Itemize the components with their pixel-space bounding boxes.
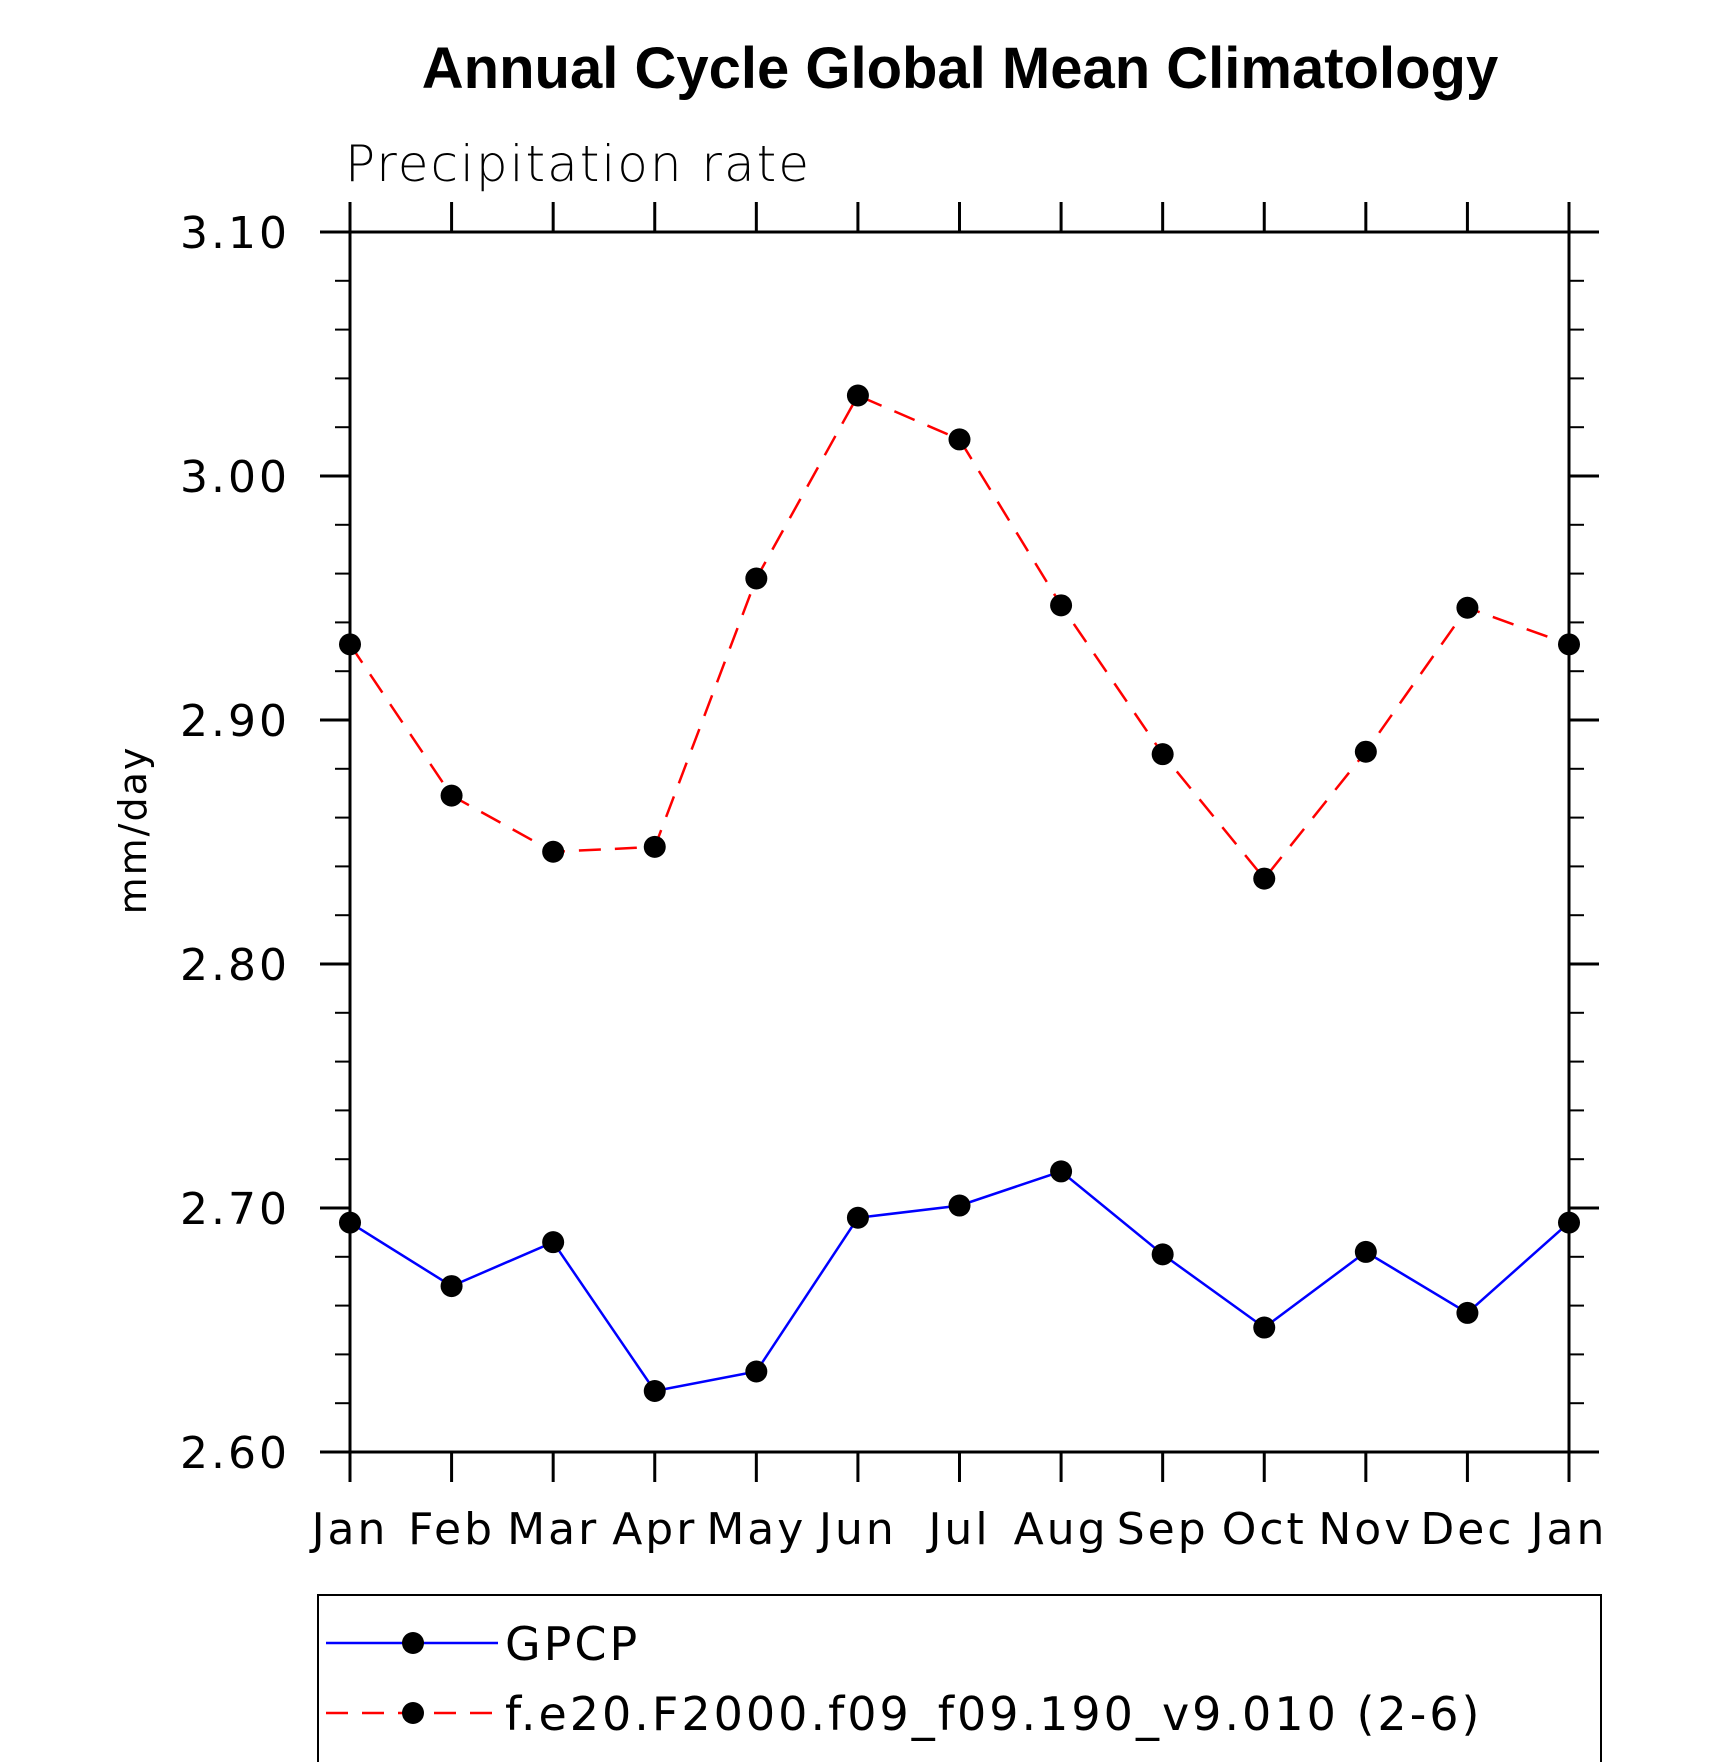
y-tick-label: 2.90 xyxy=(180,696,290,747)
data-point xyxy=(1456,596,1479,619)
data-point xyxy=(846,384,869,407)
data-point xyxy=(1151,1243,1174,1266)
legend-box xyxy=(317,1594,1602,1762)
x-tick-label: Nov xyxy=(1318,1504,1413,1555)
data-point xyxy=(643,1380,666,1402)
legend-marker-model xyxy=(402,1702,424,1724)
y-tick-label: 3.00 xyxy=(180,452,290,503)
y-tick-label: 2.70 xyxy=(180,1184,290,1235)
x-tick-label: Dec xyxy=(1420,1504,1514,1555)
data-point xyxy=(1050,1160,1073,1183)
data-point xyxy=(643,835,666,858)
legend-label-model: f.e20.F2000.f09_f09.190_v9.010 (2-6) xyxy=(505,1687,1483,1741)
data-point xyxy=(1253,867,1276,890)
data-point xyxy=(1050,594,1073,617)
data-point xyxy=(948,1194,971,1217)
x-tick-label: Feb xyxy=(408,1504,495,1555)
data-point xyxy=(948,428,971,451)
axis-ticks: Jan Feb Mar Apr May Jun Jul Aug Sep Oct Nov Dec Jan 2… xyxy=(180,202,1608,1555)
x-tick-label: Jan xyxy=(1528,1504,1608,1555)
x-tick-label: Apr xyxy=(612,1504,697,1555)
data-point xyxy=(440,784,463,807)
data-point xyxy=(1253,1316,1276,1339)
x-tick-label: Mar xyxy=(507,1504,599,1555)
legend: GPCP f.e20.F2000.f09_f09.190_v9.010 (2-6… xyxy=(317,1594,1602,1762)
legend-marker-gpcp xyxy=(402,1632,424,1654)
series-group xyxy=(339,384,1580,1402)
x-tick-label: Sep xyxy=(1117,1504,1209,1555)
x-tick-label: Oct xyxy=(1222,1504,1307,1555)
x-tick-label: Jul xyxy=(925,1504,990,1555)
x-tick-label: May xyxy=(706,1504,806,1555)
data-point xyxy=(745,567,768,590)
x-tick-label: Aug xyxy=(1014,1504,1109,1555)
data-point xyxy=(542,1231,565,1254)
chart-title: Annual Cycle Global Mean Climatology xyxy=(422,36,1498,101)
x-tick-label: Jan xyxy=(309,1504,389,1555)
y-tick-label: 3.10 xyxy=(180,208,290,259)
y-tick-label: 2.80 xyxy=(180,940,290,991)
data-point xyxy=(1456,1301,1479,1324)
y-tick-label: 2.60 xyxy=(180,1428,290,1479)
data-point xyxy=(846,1206,869,1229)
x-tick-label: Jun xyxy=(816,1504,897,1555)
series-line-1 xyxy=(348,393,1570,881)
data-point xyxy=(440,1275,463,1298)
legend-label-gpcp: GPCP xyxy=(505,1617,640,1671)
y-axis-label: mm/day xyxy=(111,746,155,915)
plot-frame xyxy=(348,230,1571,1454)
data-point xyxy=(1354,1240,1377,1263)
data-point xyxy=(745,1360,768,1383)
data-point xyxy=(542,840,565,863)
data-point xyxy=(1354,740,1377,763)
chart-subtitle: Precipitation rate xyxy=(345,135,811,193)
data-point xyxy=(1151,743,1174,766)
